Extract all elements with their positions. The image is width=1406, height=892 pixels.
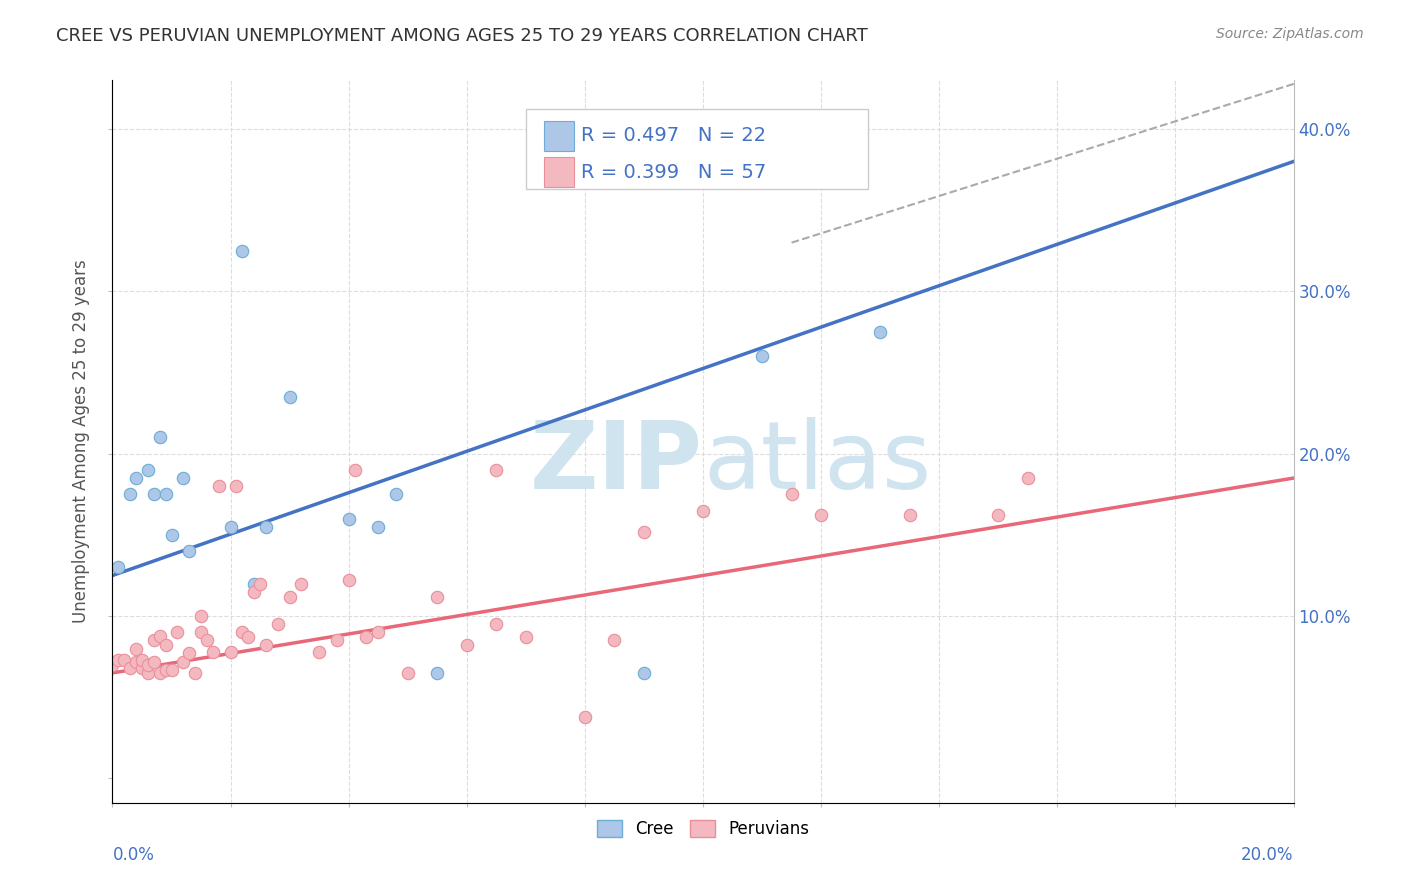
Point — [385, 487, 408, 501]
Point — [396, 665, 419, 680]
Point — [254, 520, 277, 534]
Point — [160, 663, 183, 677]
Point — [136, 463, 159, 477]
Point — [136, 665, 159, 680]
Point — [987, 508, 1010, 523]
Point — [142, 633, 165, 648]
Point — [219, 645, 242, 659]
Point — [367, 625, 389, 640]
Point — [179, 647, 201, 661]
Point — [243, 576, 266, 591]
Text: 20.0%: 20.0% — [1241, 847, 1294, 864]
Text: CREE VS PERUVIAN UNEMPLOYMENT AMONG AGES 25 TO 29 YEARS CORRELATION CHART: CREE VS PERUVIAN UNEMPLOYMENT AMONG AGES… — [56, 27, 868, 45]
Point — [780, 487, 803, 501]
Point — [356, 630, 378, 644]
Point — [278, 590, 301, 604]
Point — [184, 665, 207, 680]
Point — [603, 633, 626, 648]
Point — [1017, 471, 1039, 485]
FancyBboxPatch shape — [544, 157, 574, 187]
Point — [190, 625, 212, 640]
Point — [136, 657, 159, 672]
Point — [308, 645, 330, 659]
Point — [125, 655, 148, 669]
Point — [219, 520, 242, 534]
Point — [131, 653, 153, 667]
FancyBboxPatch shape — [544, 120, 574, 151]
Point — [190, 609, 212, 624]
Text: atlas: atlas — [703, 417, 931, 509]
Point — [125, 641, 148, 656]
Point — [107, 653, 129, 667]
Point — [120, 661, 142, 675]
Point — [112, 653, 135, 667]
Point — [326, 633, 349, 648]
Point — [574, 710, 596, 724]
Legend: Cree, Peruvians: Cree, Peruvians — [591, 814, 815, 845]
Point — [142, 487, 165, 501]
FancyBboxPatch shape — [526, 109, 869, 189]
Point — [238, 630, 260, 644]
Point — [142, 655, 165, 669]
Point — [343, 463, 366, 477]
Point — [426, 590, 449, 604]
Point — [107, 560, 129, 574]
Text: Source: ZipAtlas.com: Source: ZipAtlas.com — [1216, 27, 1364, 41]
Point — [231, 244, 253, 258]
Point — [155, 663, 177, 677]
Point — [149, 629, 172, 643]
Point — [131, 661, 153, 675]
Point — [149, 665, 172, 680]
Point — [166, 625, 188, 640]
Point — [208, 479, 231, 493]
Point — [898, 508, 921, 523]
Point — [172, 471, 194, 485]
Point — [869, 325, 891, 339]
Point — [456, 638, 478, 652]
Point — [155, 638, 177, 652]
Point — [155, 487, 177, 501]
Point — [201, 645, 224, 659]
Point — [101, 657, 124, 672]
Point — [254, 638, 277, 652]
Point — [231, 625, 253, 640]
Point — [249, 576, 271, 591]
Point — [225, 479, 247, 493]
Point — [278, 390, 301, 404]
Point — [290, 576, 312, 591]
Point — [485, 617, 508, 632]
Y-axis label: Unemployment Among Ages 25 to 29 years: Unemployment Among Ages 25 to 29 years — [72, 260, 90, 624]
Point — [810, 508, 832, 523]
Point — [149, 430, 172, 444]
Point — [195, 633, 218, 648]
Point — [160, 528, 183, 542]
Point — [179, 544, 201, 558]
Text: R = 0.497   N = 22: R = 0.497 N = 22 — [581, 127, 766, 145]
Point — [337, 511, 360, 525]
Point — [243, 584, 266, 599]
Point — [267, 617, 290, 632]
Point — [426, 665, 449, 680]
Point — [515, 630, 537, 644]
Point — [337, 574, 360, 588]
Text: 0.0%: 0.0% — [112, 847, 155, 864]
Point — [633, 665, 655, 680]
Point — [120, 487, 142, 501]
Text: ZIP: ZIP — [530, 417, 703, 509]
Point — [692, 503, 714, 517]
Text: R = 0.399   N = 57: R = 0.399 N = 57 — [581, 162, 766, 182]
Point — [485, 463, 508, 477]
Point — [172, 655, 194, 669]
Point — [367, 520, 389, 534]
Point — [751, 349, 773, 363]
Point — [633, 524, 655, 539]
Point — [125, 471, 148, 485]
